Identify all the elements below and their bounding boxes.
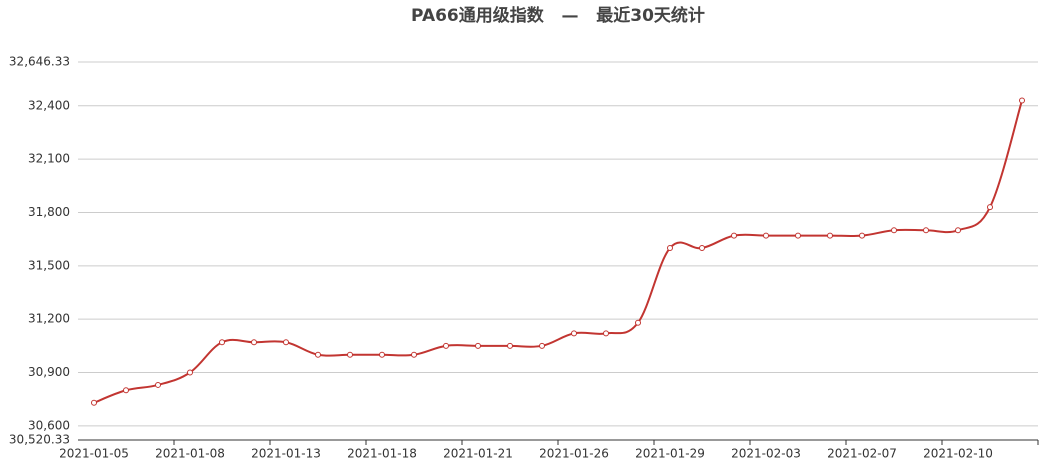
data-point	[379, 351, 385, 358]
data-point	[219, 339, 225, 346]
data-point	[155, 381, 161, 388]
y-tick-label: 32,646.33	[9, 55, 70, 69]
data-point	[635, 319, 641, 326]
data-point	[315, 351, 321, 358]
data-point	[475, 342, 481, 349]
data-point	[827, 232, 833, 239]
data-point	[507, 342, 513, 349]
data-point	[955, 227, 961, 234]
series-line	[93, 100, 1023, 404]
data-point	[347, 351, 353, 358]
data-point	[283, 339, 289, 346]
data-point	[763, 232, 769, 239]
data-point	[123, 387, 129, 394]
x-tick-label: 2021-02-10	[923, 447, 993, 461]
data-point	[987, 204, 993, 211]
x-tick-label: 2021-01-21	[443, 447, 513, 461]
x-tick-label: 2021-02-03	[731, 447, 801, 461]
y-tick-label: 31,500	[28, 258, 70, 272]
data-point	[539, 342, 545, 349]
y-tick-label: 30,520.33	[9, 433, 70, 447]
data-point	[891, 227, 897, 234]
data-point	[699, 245, 705, 252]
data-point	[91, 399, 97, 406]
data-point	[859, 232, 865, 239]
chart-title: PA66通用级指数 — 最近30天统计	[411, 5, 705, 26]
data-point	[923, 227, 929, 234]
data-point	[795, 232, 801, 239]
x-tick-label: 2021-01-26	[539, 447, 609, 461]
data-point	[667, 245, 673, 252]
x-tick-label: 2021-01-08	[155, 447, 225, 461]
data-point	[187, 369, 193, 376]
x-tick-label: 2021-02-07	[827, 447, 897, 461]
data-point	[571, 330, 577, 337]
y-tick-label: 32,400	[28, 98, 70, 112]
x-tick-label: 2021-01-18	[347, 447, 417, 461]
y-tick-label: 32,100	[28, 152, 70, 166]
y-tick-label: 31,800	[28, 205, 70, 219]
y-tick-label: 31,200	[28, 312, 70, 326]
data-point	[411, 351, 417, 358]
data-point	[603, 330, 609, 337]
x-tick-label: 2021-01-05	[59, 447, 129, 461]
data-point	[251, 339, 257, 346]
x-tick-label: 2021-01-13	[251, 447, 321, 461]
data-point	[731, 232, 737, 239]
x-tick-label: 2021-01-29	[635, 447, 705, 461]
data-point	[443, 342, 449, 349]
y-tick-label: 30,600	[28, 418, 70, 432]
y-tick-label: 30,900	[28, 365, 70, 379]
data-point	[1019, 97, 1025, 104]
